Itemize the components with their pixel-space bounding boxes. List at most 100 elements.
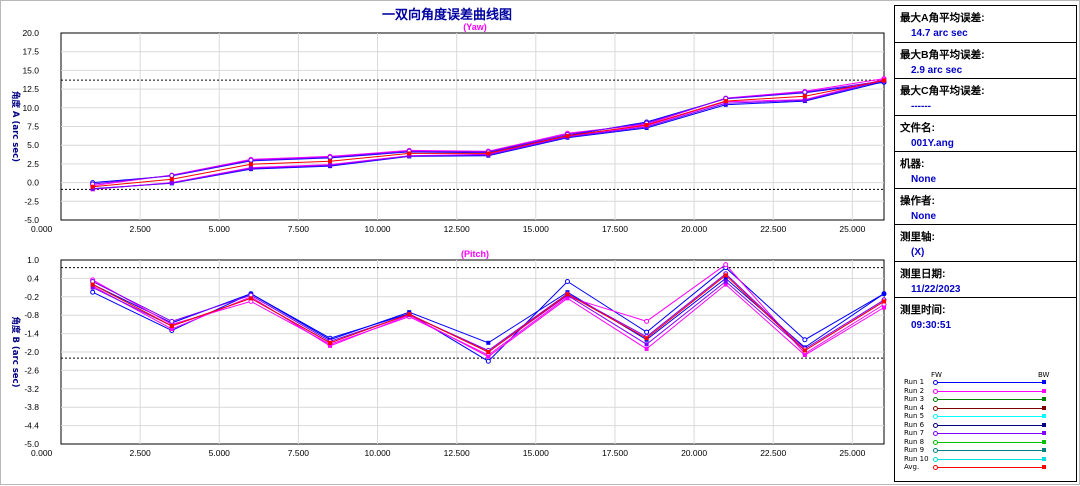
divider	[895, 260, 1076, 262]
y-tick-label: 1.0	[27, 255, 39, 265]
data-point	[644, 329, 650, 335]
y-tick-label: -2.6	[24, 365, 39, 375]
data-point	[328, 163, 333, 168]
data-point	[248, 157, 254, 163]
data-point	[169, 177, 174, 182]
legend-line-swatch	[935, 390, 1045, 392]
x-tick-label: 25.000	[839, 224, 865, 234]
data-point	[644, 123, 649, 128]
data-point	[802, 94, 807, 99]
x-tick-label: 22.500	[760, 448, 786, 458]
y-tick-label: -0.8	[24, 310, 39, 320]
legend-item: Run 9	[895, 446, 1076, 455]
divider	[895, 297, 1076, 298]
data-point	[723, 276, 728, 281]
x-tick-label: 0.000	[31, 448, 53, 458]
y-tick-label: 20.0	[22, 28, 39, 38]
legend-item-label: Avg.	[904, 463, 920, 471]
legend-bw-marker	[1042, 388, 1046, 393]
info-panel: 最大A角平均误差: 14.7 arc sec 最大B角平均误差: 2.9 arc se…	[894, 5, 1077, 482]
data-point	[328, 159, 333, 164]
data-point	[644, 346, 649, 351]
legend-line-swatch	[935, 433, 1045, 434]
x-tick-label: 17.500	[602, 448, 628, 458]
chart-main-title: 一双向角度误差曲线图	[382, 7, 512, 23]
y-tick-label: -4.4	[24, 421, 39, 431]
y-tick-label: -3.2	[24, 384, 39, 394]
data-point	[169, 323, 174, 328]
y-tick-label: -5.0	[24, 215, 39, 225]
info-block: 操作者: None	[895, 189, 1076, 225]
data-point	[644, 336, 649, 341]
legend-item: Run 7	[895, 429, 1076, 438]
y-tick-label: 5.0	[27, 140, 39, 150]
data-point	[565, 133, 570, 138]
legend-fw-marker	[933, 405, 938, 411]
data-point	[485, 358, 491, 364]
legend-bw-marker	[1042, 448, 1046, 452]
x-tick-label: 20.000	[681, 224, 707, 234]
legend-line-swatch	[935, 407, 1045, 409]
legend-fw-marker	[933, 448, 938, 453]
legend-item: Run 10	[895, 455, 1076, 464]
divider	[895, 151, 1076, 152]
legend-bw-marker	[1042, 422, 1046, 427]
legend-fw-marker	[933, 414, 938, 419]
data-point	[565, 296, 570, 301]
legend-line-swatch	[935, 441, 1045, 443]
legend-item-label: Run 5	[904, 412, 925, 420]
x-tick-label: 25.000	[839, 448, 865, 458]
info-block: 文件名: 001Y.ang	[895, 116, 1076, 152]
data-point	[90, 282, 95, 287]
y-tick-label: 17.5	[22, 47, 39, 57]
legend-bw-marker	[1042, 397, 1046, 401]
legend-fw-header: FW	[931, 371, 942, 379]
data-point	[564, 278, 570, 284]
data-point	[644, 318, 650, 324]
divider	[895, 187, 1076, 189]
legend-item-label: Run 7	[904, 429, 925, 437]
info-label: 操作者:	[900, 194, 935, 207]
x-tick-label: 20.000	[681, 448, 707, 458]
legend-item: Run 8	[895, 438, 1076, 447]
data-point	[486, 151, 491, 156]
data-point	[802, 89, 808, 95]
legend-item-label: Run 10	[904, 454, 929, 463]
legend-bw-marker	[1042, 431, 1046, 435]
legend-bw-marker	[1042, 414, 1046, 418]
x-tick-label: 15.000	[523, 448, 549, 458]
data-point	[723, 279, 728, 284]
legend-fw-marker	[933, 456, 938, 462]
data-point	[90, 184, 95, 189]
info-block: 测里时间: 09:30:51	[895, 298, 1076, 335]
legend-bw-marker	[1042, 456, 1046, 461]
info-block: 机器: None	[895, 152, 1076, 189]
data-point	[802, 98, 807, 103]
yaw-plot: 0.000 2.500 5.000 7.500 10.000 12.500 15.000 17…	[10, 22, 887, 234]
x-tick-label: 17.500	[602, 224, 628, 234]
data-point	[90, 285, 95, 290]
info-value: None	[911, 210, 936, 222]
info-value: 14.7 arc sec	[911, 28, 968, 39]
y-tick-label: 12.5	[22, 84, 39, 94]
data-point	[802, 348, 807, 353]
info-label: 测里日期:	[900, 267, 946, 280]
info-value: 09:30:51	[911, 320, 952, 331]
data-point	[723, 273, 728, 278]
x-tick-label: 2.500	[129, 224, 151, 234]
info-value: ------	[911, 101, 931, 112]
data-point	[644, 342, 649, 347]
legend-bw-marker	[1042, 439, 1046, 444]
divider	[895, 114, 1076, 116]
info-label: 测里时间:	[900, 304, 946, 316]
legend-fw-marker	[933, 422, 938, 428]
x-tick-label: 0.000	[31, 224, 53, 234]
chart-canvas: 一双向角度误差曲线图 0.000 2.500 5.000 7.500 10.000 12.…	[10, 7, 887, 458]
legend-item: Run 5	[895, 412, 1076, 421]
data-point	[882, 305, 886, 310]
x-tick-label: 7.500	[288, 224, 310, 234]
legend-fw-marker	[933, 397, 938, 402]
data-point	[802, 337, 808, 343]
x-tick-label: 15.000	[523, 224, 549, 234]
